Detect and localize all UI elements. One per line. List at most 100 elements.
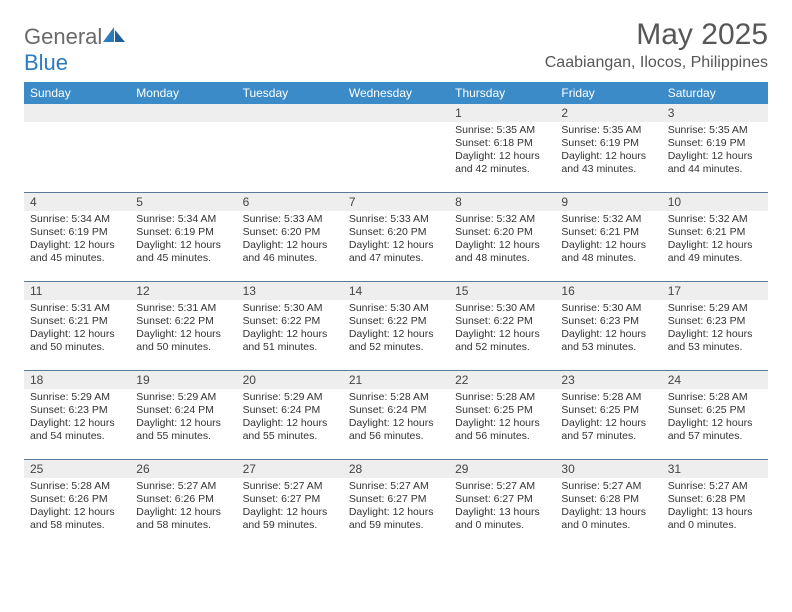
day-number: 19: [130, 371, 236, 389]
daylight-text: Daylight: 12 hours and 58 minutes.: [30, 506, 124, 532]
day-cell-7: 7Sunrise: 5:33 AMSunset: 6:20 PMDaylight…: [343, 193, 449, 281]
day-cell-26: 26Sunrise: 5:27 AMSunset: 6:26 PMDayligh…: [130, 460, 236, 548]
day-number: 5: [130, 193, 236, 211]
sunrise-text: Sunrise: 5:32 AM: [455, 213, 549, 226]
sunrise-text: Sunrise: 5:30 AM: [243, 302, 337, 315]
sunrise-text: Sunrise: 5:27 AM: [136, 480, 230, 493]
header: GeneralBlue May 2025 Caabiangan, Ilocos,…: [24, 18, 768, 76]
day-number: [343, 104, 449, 122]
day-details: Sunrise: 5:32 AMSunset: 6:20 PMDaylight:…: [449, 211, 555, 270]
daylight-text: Daylight: 12 hours and 48 minutes.: [561, 239, 655, 265]
day-cell-4: 4Sunrise: 5:34 AMSunset: 6:19 PMDaylight…: [24, 193, 130, 281]
day-cell-2: 2Sunrise: 5:35 AMSunset: 6:19 PMDaylight…: [555, 104, 661, 192]
sunrise-text: Sunrise: 5:28 AM: [349, 391, 443, 404]
dayname-saturday: Saturday: [662, 82, 768, 104]
calendar-page: GeneralBlue May 2025 Caabiangan, Ilocos,…: [0, 0, 792, 548]
day-number: 15: [449, 282, 555, 300]
day-cell-15: 15Sunrise: 5:30 AMSunset: 6:22 PMDayligh…: [449, 282, 555, 370]
sunset-text: Sunset: 6:21 PM: [30, 315, 124, 328]
location: Caabiangan, Ilocos, Philippines: [545, 54, 768, 72]
daylight-text: Daylight: 13 hours and 0 minutes.: [561, 506, 655, 532]
day-number: 7: [343, 193, 449, 211]
sunrise-text: Sunrise: 5:29 AM: [30, 391, 124, 404]
day-cell-6: 6Sunrise: 5:33 AMSunset: 6:20 PMDaylight…: [237, 193, 343, 281]
sunrise-text: Sunrise: 5:30 AM: [455, 302, 549, 315]
dayname-row: SundayMondayTuesdayWednesdayThursdayFrid…: [24, 82, 768, 104]
day-number: 22: [449, 371, 555, 389]
weeks-container: 1Sunrise: 5:35 AMSunset: 6:18 PMDaylight…: [24, 104, 768, 548]
sunrise-text: Sunrise: 5:32 AM: [668, 213, 762, 226]
sunrise-text: Sunrise: 5:35 AM: [668, 124, 762, 137]
daylight-text: Daylight: 12 hours and 53 minutes.: [668, 328, 762, 354]
daylight-text: Daylight: 12 hours and 56 minutes.: [349, 417, 443, 443]
day-number: [24, 104, 130, 122]
day-number: 3: [662, 104, 768, 122]
day-details: Sunrise: 5:27 AMSunset: 6:27 PMDaylight:…: [237, 478, 343, 537]
day-details: Sunrise: 5:35 AMSunset: 6:18 PMDaylight:…: [449, 122, 555, 181]
sunrise-text: Sunrise: 5:35 AM: [561, 124, 655, 137]
day-number: 6: [237, 193, 343, 211]
day-cell-11: 11Sunrise: 5:31 AMSunset: 6:21 PMDayligh…: [24, 282, 130, 370]
day-details: Sunrise: 5:27 AMSunset: 6:27 PMDaylight:…: [449, 478, 555, 537]
day-details: Sunrise: 5:33 AMSunset: 6:20 PMDaylight:…: [237, 211, 343, 270]
sunset-text: Sunset: 6:20 PM: [243, 226, 337, 239]
week-row: 4Sunrise: 5:34 AMSunset: 6:19 PMDaylight…: [24, 193, 768, 282]
day-number: 10: [662, 193, 768, 211]
day-details: Sunrise: 5:27 AMSunset: 6:26 PMDaylight:…: [130, 478, 236, 537]
daylight-text: Daylight: 12 hours and 57 minutes.: [668, 417, 762, 443]
sunrise-text: Sunrise: 5:34 AM: [30, 213, 124, 226]
sunrise-text: Sunrise: 5:27 AM: [349, 480, 443, 493]
week-row: 18Sunrise: 5:29 AMSunset: 6:23 PMDayligh…: [24, 371, 768, 460]
day-cell-25: 25Sunrise: 5:28 AMSunset: 6:26 PMDayligh…: [24, 460, 130, 548]
day-number: 28: [343, 460, 449, 478]
day-cell-24: 24Sunrise: 5:28 AMSunset: 6:25 PMDayligh…: [662, 371, 768, 459]
day-cell-19: 19Sunrise: 5:29 AMSunset: 6:24 PMDayligh…: [130, 371, 236, 459]
day-details: Sunrise: 5:30 AMSunset: 6:22 PMDaylight:…: [343, 300, 449, 359]
daylight-text: Daylight: 12 hours and 48 minutes.: [455, 239, 549, 265]
logo: GeneralBlue: [24, 18, 126, 76]
sunset-text: Sunset: 6:26 PM: [30, 493, 124, 506]
day-details: Sunrise: 5:34 AMSunset: 6:19 PMDaylight:…: [24, 211, 130, 270]
daylight-text: Daylight: 12 hours and 59 minutes.: [243, 506, 337, 532]
day-cell-27: 27Sunrise: 5:27 AMSunset: 6:27 PMDayligh…: [237, 460, 343, 548]
logo-text-general: General: [24, 24, 102, 49]
day-cell-29: 29Sunrise: 5:27 AMSunset: 6:27 PMDayligh…: [449, 460, 555, 548]
day-details: Sunrise: 5:27 AMSunset: 6:28 PMDaylight:…: [662, 478, 768, 537]
day-cell-28: 28Sunrise: 5:27 AMSunset: 6:27 PMDayligh…: [343, 460, 449, 548]
sunset-text: Sunset: 6:25 PM: [455, 404, 549, 417]
day-cell-31: 31Sunrise: 5:27 AMSunset: 6:28 PMDayligh…: [662, 460, 768, 548]
day-cell-13: 13Sunrise: 5:30 AMSunset: 6:22 PMDayligh…: [237, 282, 343, 370]
day-number: 13: [237, 282, 343, 300]
logo-text-blue: Blue: [24, 50, 68, 75]
dayname-thursday: Thursday: [449, 82, 555, 104]
sunset-text: Sunset: 6:28 PM: [561, 493, 655, 506]
sunset-text: Sunset: 6:27 PM: [455, 493, 549, 506]
dayname-sunday: Sunday: [24, 82, 130, 104]
day-number: 8: [449, 193, 555, 211]
daylight-text: Daylight: 12 hours and 50 minutes.: [136, 328, 230, 354]
day-details: Sunrise: 5:30 AMSunset: 6:22 PMDaylight:…: [449, 300, 555, 359]
daylight-text: Daylight: 12 hours and 44 minutes.: [668, 150, 762, 176]
day-details: Sunrise: 5:28 AMSunset: 6:24 PMDaylight:…: [343, 389, 449, 448]
sunrise-text: Sunrise: 5:30 AM: [349, 302, 443, 315]
day-cell-22: 22Sunrise: 5:28 AMSunset: 6:25 PMDayligh…: [449, 371, 555, 459]
sunrise-text: Sunrise: 5:34 AM: [136, 213, 230, 226]
daylight-text: Daylight: 12 hours and 53 minutes.: [561, 328, 655, 354]
daylight-text: Daylight: 12 hours and 47 minutes.: [349, 239, 443, 265]
daylight-text: Daylight: 12 hours and 45 minutes.: [136, 239, 230, 265]
daylight-text: Daylight: 12 hours and 58 minutes.: [136, 506, 230, 532]
day-number: 16: [555, 282, 661, 300]
sunrise-text: Sunrise: 5:30 AM: [561, 302, 655, 315]
day-details: Sunrise: 5:30 AMSunset: 6:22 PMDaylight:…: [237, 300, 343, 359]
day-cell-23: 23Sunrise: 5:28 AMSunset: 6:25 PMDayligh…: [555, 371, 661, 459]
sunset-text: Sunset: 6:21 PM: [668, 226, 762, 239]
sunrise-text: Sunrise: 5:27 AM: [455, 480, 549, 493]
sunrise-text: Sunrise: 5:28 AM: [561, 391, 655, 404]
sunset-text: Sunset: 6:23 PM: [561, 315, 655, 328]
logo-text: GeneralBlue: [24, 24, 126, 76]
day-cell-empty: [130, 104, 236, 192]
day-cell-16: 16 Sunrise: 5:30 AMSunset: 6:23 PMDayligh…: [555, 282, 661, 370]
day-number: 21: [343, 371, 449, 389]
day-cell-8: 8Sunrise: 5:32 AMSunset: 6:20 PMDaylight…: [449, 193, 555, 281]
daylight-text: Daylight: 12 hours and 42 minutes.: [455, 150, 549, 176]
